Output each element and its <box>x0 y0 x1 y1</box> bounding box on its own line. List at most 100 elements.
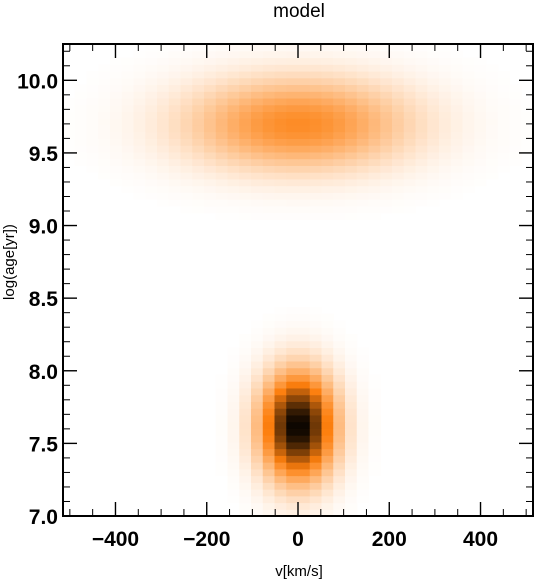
heatmap-cell <box>262 435 276 443</box>
heatmap-cell <box>110 172 123 180</box>
heatmap-cell <box>321 475 334 483</box>
heatmap-cell <box>192 50 205 59</box>
heatmap-cells <box>63 44 534 517</box>
heatmap-cell <box>298 414 311 423</box>
heatmap-cell <box>215 138 229 146</box>
heatmap-cell <box>251 172 264 180</box>
heatmap-cell <box>133 91 146 99</box>
heatmap-cell <box>333 394 346 402</box>
heatmap-cell <box>356 91 370 99</box>
heatmap-cell <box>356 104 370 113</box>
heatmap-cell <box>286 145 299 153</box>
heatmap-cell <box>180 165 193 173</box>
heatmap-cell <box>98 165 111 173</box>
heatmap-cell <box>239 178 252 187</box>
heatmap-cell <box>321 414 334 423</box>
heatmap-cell <box>380 131 393 139</box>
heatmap-cell <box>168 104 182 113</box>
heatmap-cell <box>74 131 88 139</box>
heatmap-cell <box>356 145 370 153</box>
heatmap-cell <box>427 57 440 65</box>
heatmap-cell <box>227 367 240 375</box>
heatmap-cell <box>474 131 487 139</box>
heatmap-cell <box>439 165 452 173</box>
heatmap-cell <box>286 455 299 463</box>
heatmap-cell <box>509 158 522 166</box>
heatmap-cell <box>74 84 88 92</box>
heatmap-cell <box>274 104 287 113</box>
heatmap-cell <box>274 131 287 139</box>
heatmap-cell <box>286 428 299 436</box>
heatmap-cell <box>309 151 323 160</box>
heatmap-cell <box>380 64 393 72</box>
heatmap-cell <box>192 178 205 187</box>
heatmap-cell <box>262 77 276 86</box>
heatmap-cell <box>227 84 240 92</box>
heatmap-cell <box>380 57 393 65</box>
heatmap-cell <box>333 414 346 423</box>
heatmap-cell <box>298 44 311 52</box>
heatmap-cell <box>368 138 381 146</box>
heatmap-cell <box>450 64 464 72</box>
heatmap-cell <box>368 192 381 200</box>
heatmap-cell <box>415 57 428 65</box>
heatmap-cell <box>251 97 264 106</box>
heatmap-cell <box>321 151 334 160</box>
heatmap-cell <box>262 489 276 497</box>
heatmap-cell <box>427 138 440 146</box>
heatmap-cell <box>356 212 370 220</box>
heatmap-cell <box>380 50 393 59</box>
heatmap-cell <box>345 381 358 389</box>
heatmap-cell <box>462 172 475 180</box>
heatmap-cell <box>321 205 334 214</box>
heatmap-cell <box>133 97 146 106</box>
y-axis-label: log(age[yr]) <box>1 224 18 300</box>
heatmap-cell <box>262 205 276 214</box>
heatmap-cell <box>157 138 170 146</box>
heatmap-cell <box>497 145 511 153</box>
heatmap-cell <box>368 77 381 86</box>
heatmap-cell <box>333 50 346 59</box>
heatmap-cell <box>133 104 146 113</box>
heatmap-cell <box>110 57 123 65</box>
heatmap-cell <box>368 414 381 423</box>
heatmap-cell <box>145 138 158 146</box>
heatmap-cell <box>192 138 205 146</box>
heatmap-cell <box>474 91 487 99</box>
heatmap-cell <box>204 172 217 180</box>
heatmap-cell <box>274 97 287 106</box>
heatmap-cell <box>345 185 358 193</box>
heatmap-cell <box>509 84 522 92</box>
heatmap-cell <box>298 333 311 342</box>
heatmap-cell <box>298 91 311 99</box>
heatmap-cell <box>298 455 311 463</box>
heatmap-cell <box>309 57 323 65</box>
heatmap-cell <box>168 192 182 200</box>
heatmap-cell <box>309 340 323 349</box>
heatmap-cell <box>345 482 358 490</box>
heatmap-cell <box>251 489 264 497</box>
heatmap-cell <box>262 327 276 335</box>
heatmap-cell <box>392 192 405 200</box>
heatmap-cell <box>497 138 511 146</box>
heatmap-cell <box>204 138 217 146</box>
heatmap-cell <box>274 360 287 369</box>
heatmap-cell <box>321 172 334 180</box>
heatmap-cell <box>74 158 88 166</box>
heatmap-cell <box>462 165 475 173</box>
heatmap-cell <box>180 57 193 65</box>
heatmap-cell <box>86 97 99 106</box>
heatmap-cell <box>356 178 370 187</box>
heatmap-cell <box>521 111 534 119</box>
heatmap-cell <box>439 70 452 79</box>
heatmap-cell <box>321 91 334 99</box>
heatmap-cell <box>63 97 76 106</box>
heatmap-cell <box>462 64 475 72</box>
heatmap-cell <box>251 50 264 59</box>
heatmap-cell <box>215 172 229 180</box>
axis-ticks <box>63 44 533 517</box>
heatmap-cell <box>333 374 346 382</box>
heatmap-cell <box>239 441 252 450</box>
heatmap-cell <box>239 158 252 166</box>
